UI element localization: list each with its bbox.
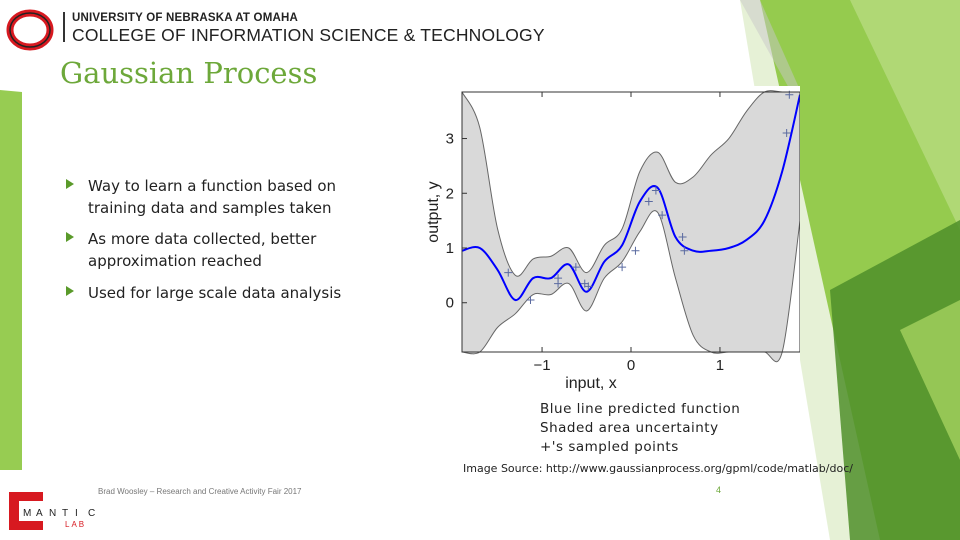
sample-point: [782, 129, 791, 138]
bullet-text: Used for large scale data analysis: [88, 284, 342, 302]
caption-line: Blue line predicted function: [540, 401, 741, 417]
uno-logo: [6, 8, 60, 57]
x-tick-label: 1: [716, 357, 724, 374]
sample-point: [504, 268, 513, 277]
bullet-item: Used for large scale data analysis: [66, 282, 376, 304]
college-name: COLLEGE OF INFORMATION SCIENCE & TECHNOL…: [72, 25, 545, 45]
gp-chart: −1 0 1 0 1 2 3 input, x output, y: [418, 86, 801, 397]
lab-logo-letter: A: [36, 508, 47, 519]
bullet-arrow-icon: [66, 286, 74, 296]
image-source: Image Source: http://www.gaussianprocess…: [463, 462, 853, 475]
y-tick-label: 0: [446, 295, 454, 312]
footer-text: Brad Woosley – Research and Creative Act…: [98, 487, 302, 496]
sample-point: [678, 233, 687, 242]
header-divider: [63, 12, 65, 42]
sample-point: [571, 263, 580, 272]
page-number: 4: [716, 485, 722, 495]
sample-point: [631, 246, 640, 255]
chart-caption: Blue line predicted function Shaded area…: [540, 400, 740, 457]
x-axis-label: input, x: [565, 375, 617, 392]
lab-logo-letter: T: [62, 508, 72, 519]
bullet-item: As more data collected, better approxima…: [66, 228, 376, 272]
lab-logo-letter: N: [49, 508, 60, 519]
caption-line: Shaded area uncertainty: [540, 420, 719, 436]
y-tick-label: 3: [446, 131, 454, 148]
sample-point: [680, 246, 689, 255]
lab-logo-letter: C: [88, 508, 99, 519]
bullet-item: Way to learn a function based on trainin…: [66, 175, 376, 219]
x-tick-label: 0: [627, 357, 635, 374]
y-tick-label: 1: [446, 240, 454, 257]
university-name: UNIVERSITY OF NEBRASKA AT OMAHA: [72, 12, 298, 24]
sample-point: [644, 197, 653, 206]
mantic-lab-logo: M A N T I C LAB: [3, 489, 103, 538]
bullet-text: As more data collected, better approxima…: [88, 230, 317, 270]
sample-point: [651, 186, 660, 195]
bullet-arrow-icon: [66, 232, 74, 242]
caption-line: +'s sampled points: [540, 439, 679, 455]
predicted-mean-line: [461, 94, 801, 301]
sample-point: [618, 263, 627, 272]
lab-logo-letter: I: [75, 508, 82, 519]
gp-chart-svg: −1 0 1 0 1 2 3 input, x output, y: [418, 86, 801, 392]
sample-point: [658, 211, 667, 220]
x-tick-label: −1: [533, 357, 550, 374]
y-axis-label: output, y: [425, 181, 442, 242]
sample-point: [584, 282, 593, 291]
bullet-arrow-icon: [66, 179, 74, 189]
y-tick-label: 2: [446, 185, 454, 202]
slide-title: Gaussian Process: [60, 56, 318, 90]
sample-point: [526, 296, 535, 304]
lab-logo-letter: M: [23, 508, 35, 519]
bullet-text: Way to learn a function based on trainin…: [88, 177, 337, 217]
lab-logo-lab: LAB: [65, 520, 86, 529]
sample-point: [554, 279, 563, 288]
